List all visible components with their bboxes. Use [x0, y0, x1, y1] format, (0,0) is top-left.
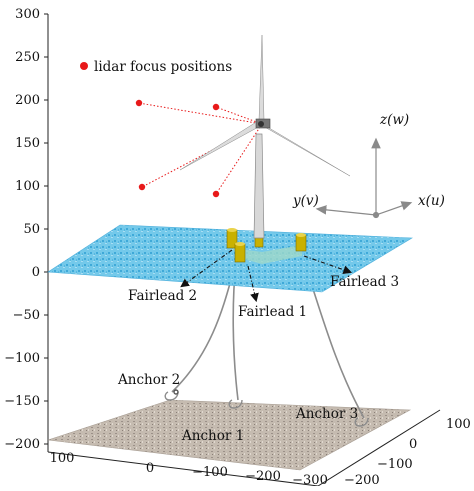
x-axis-tick-label: −100	[192, 465, 228, 480]
anchors	[164, 389, 369, 427]
fairlead-3-label: Fairlead 3	[330, 274, 399, 290]
z-axis-tick-label: −200	[4, 437, 40, 452]
turbine-rotor	[179, 34, 351, 177]
fairlead-2-label: Fairlead 2	[128, 288, 197, 304]
legend-label: lidar focus positions	[94, 59, 232, 75]
lidar-focus-point	[135, 99, 143, 107]
lidar-focus-point	[212, 103, 220, 111]
lidar-beams	[138, 102, 263, 195]
z-axis-tick-label: 0	[32, 265, 40, 280]
y-axis-tick-label: −200	[344, 473, 380, 486]
fairlead-annotations	[180, 249, 353, 303]
turbine-tower	[253, 133, 265, 239]
lidar-focus-point	[138, 183, 146, 191]
rotor-blade	[258, 121, 351, 177]
x-axis-tick-label: 100	[50, 451, 75, 466]
z-axis-tick-label: 150	[15, 136, 40, 151]
fairlead-1-label: Fairlead 1	[238, 304, 307, 320]
anchor-1-hook	[228, 399, 243, 409]
z-axis-tick-label: 50	[23, 222, 40, 237]
z-axis-tick-label: 200	[15, 93, 40, 108]
coordinate-frame	[315, 137, 413, 219]
lidar-focus-point	[212, 190, 220, 198]
anchor-3-label: Anchor 3	[295, 406, 358, 422]
y-axis: 100 0 −100−200	[317, 409, 471, 488]
x-axis-tick-label: −300	[292, 473, 328, 486]
z-axis-tick-label: 100	[15, 179, 40, 194]
sea-surface	[47, 224, 414, 293]
y-axis-tick-label: 0	[409, 437, 417, 452]
rotor-blade	[258, 34, 265, 121]
seabed	[47, 399, 412, 471]
anchor-2-label: Anchor 2	[117, 372, 180, 388]
lidar-focus-points	[135, 99, 220, 198]
x-u-label: x(u)	[418, 193, 445, 209]
z-axis-tick-label: 300	[15, 7, 40, 22]
y-axis-tick-label: −100	[377, 457, 413, 472]
z-axis: 300 250 200 150 100 50 0 −50 −100 −150 −200	[4, 7, 49, 452]
rotor-blade	[179, 120, 263, 171]
y-axis-tick-label: 100	[446, 417, 471, 432]
y-v-label: y(v)	[292, 193, 319, 209]
z-w-label: z(w)	[379, 112, 409, 128]
x-axis: 100 0 −100 −200 −300	[47, 451, 328, 488]
legend-marker	[80, 62, 88, 70]
z-axis-tick-label: −150	[4, 394, 40, 409]
anchor-3-hook	[354, 417, 369, 427]
z-axis-tick-label: 250	[15, 50, 40, 65]
anchor-1-label: Anchor 1	[181, 428, 244, 444]
anchor-2-hook	[164, 391, 179, 401]
legend: lidar focus positions	[80, 59, 232, 75]
x-axis-tick-label: −200	[245, 469, 281, 484]
z-axis-tick-label: −50	[13, 308, 40, 323]
z-axis-tick-label: −100	[4, 351, 40, 366]
floating-platform	[226, 228, 307, 264]
x-axis-tick-label: 0	[146, 461, 154, 476]
